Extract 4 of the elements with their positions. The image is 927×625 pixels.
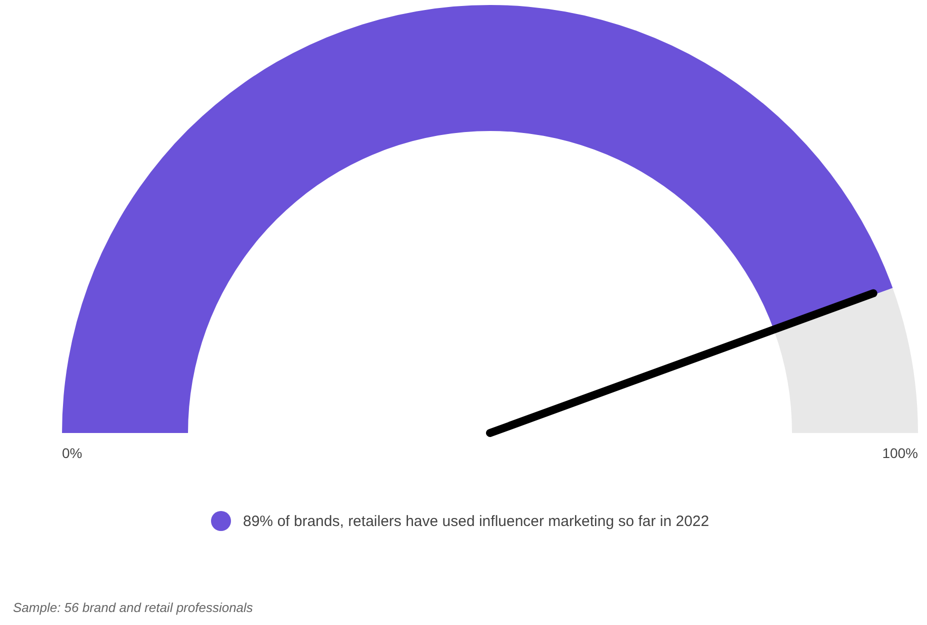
text: 0% — [62, 445, 82, 461]
text: Sample: 56 brand and retail professionals — [13, 600, 254, 615]
legend-label: 89% of brands, retailers have used influencer marketing so far in 2022 — [243, 513, 710, 530]
text: 100% — [882, 445, 918, 461]
